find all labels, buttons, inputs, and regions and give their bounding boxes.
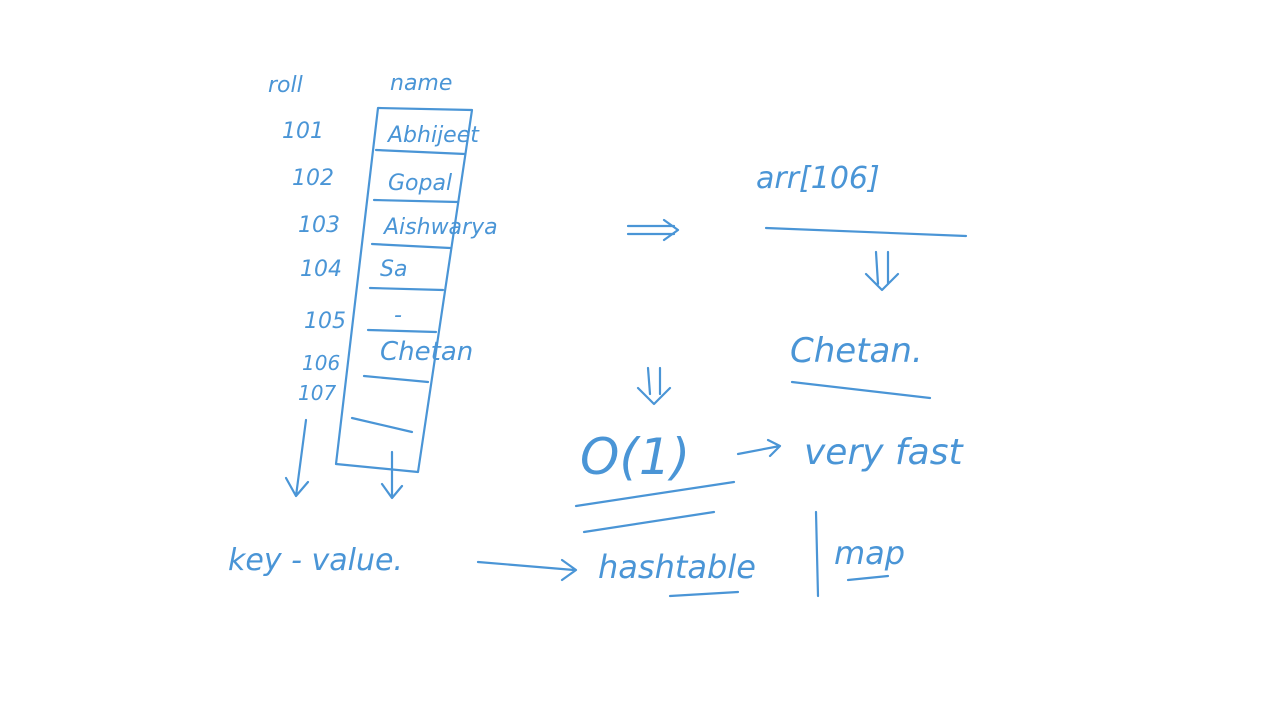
- implies-arrow-icon: [626, 218, 680, 242]
- array-access-label: arr[106]: [756, 161, 880, 196]
- row-divider: [368, 286, 445, 292]
- name-cell: Aishwarya: [382, 215, 498, 240]
- underline: [574, 480, 736, 508]
- separator: [814, 510, 820, 598]
- underline: [846, 574, 890, 582]
- name-header: name: [390, 71, 452, 96]
- roll-number: 105: [304, 309, 346, 334]
- roll-number: 102: [292, 166, 334, 191]
- implies-down-icon: [636, 366, 672, 406]
- right-arrow-icon: [476, 558, 578, 582]
- roll-header: roll: [268, 73, 303, 98]
- hashtable-label: hashtable: [598, 548, 756, 586]
- roll-number: 106: [302, 351, 340, 375]
- row-divider: [370, 242, 452, 250]
- underline: [790, 380, 932, 400]
- roll-number: 101: [282, 119, 324, 144]
- table-outline: [334, 106, 474, 474]
- down-arrow-icon: [380, 450, 404, 500]
- underline: [668, 590, 740, 598]
- name-cell: Chetan: [380, 337, 473, 367]
- roll-number: 107: [298, 381, 336, 405]
- row-divider: [362, 374, 430, 384]
- name-cell: -: [394, 303, 402, 328]
- array-result-label: Chetan.: [790, 331, 923, 371]
- name-cell: Abhijeet: [386, 123, 480, 148]
- row-divider: [350, 416, 414, 434]
- roll-number: 103: [298, 213, 340, 238]
- speed-label: very fast: [804, 432, 964, 473]
- key-value-label: key - value.: [228, 543, 403, 578]
- name-cell: Sa: [380, 257, 407, 282]
- row-divider: [374, 148, 467, 156]
- right-arrow-icon: [736, 438, 782, 458]
- row-divider: [372, 198, 460, 204]
- underline: [764, 226, 968, 238]
- implies-down-icon: [864, 250, 900, 292]
- down-arrow-icon: [284, 418, 310, 498]
- complexity-label: O(1): [580, 428, 690, 486]
- underline: [582, 510, 716, 534]
- name-cell: Gopal: [388, 171, 452, 196]
- row-divider: [366, 328, 438, 334]
- map-label: map: [834, 534, 905, 572]
- roll-number: 104: [300, 257, 342, 282]
